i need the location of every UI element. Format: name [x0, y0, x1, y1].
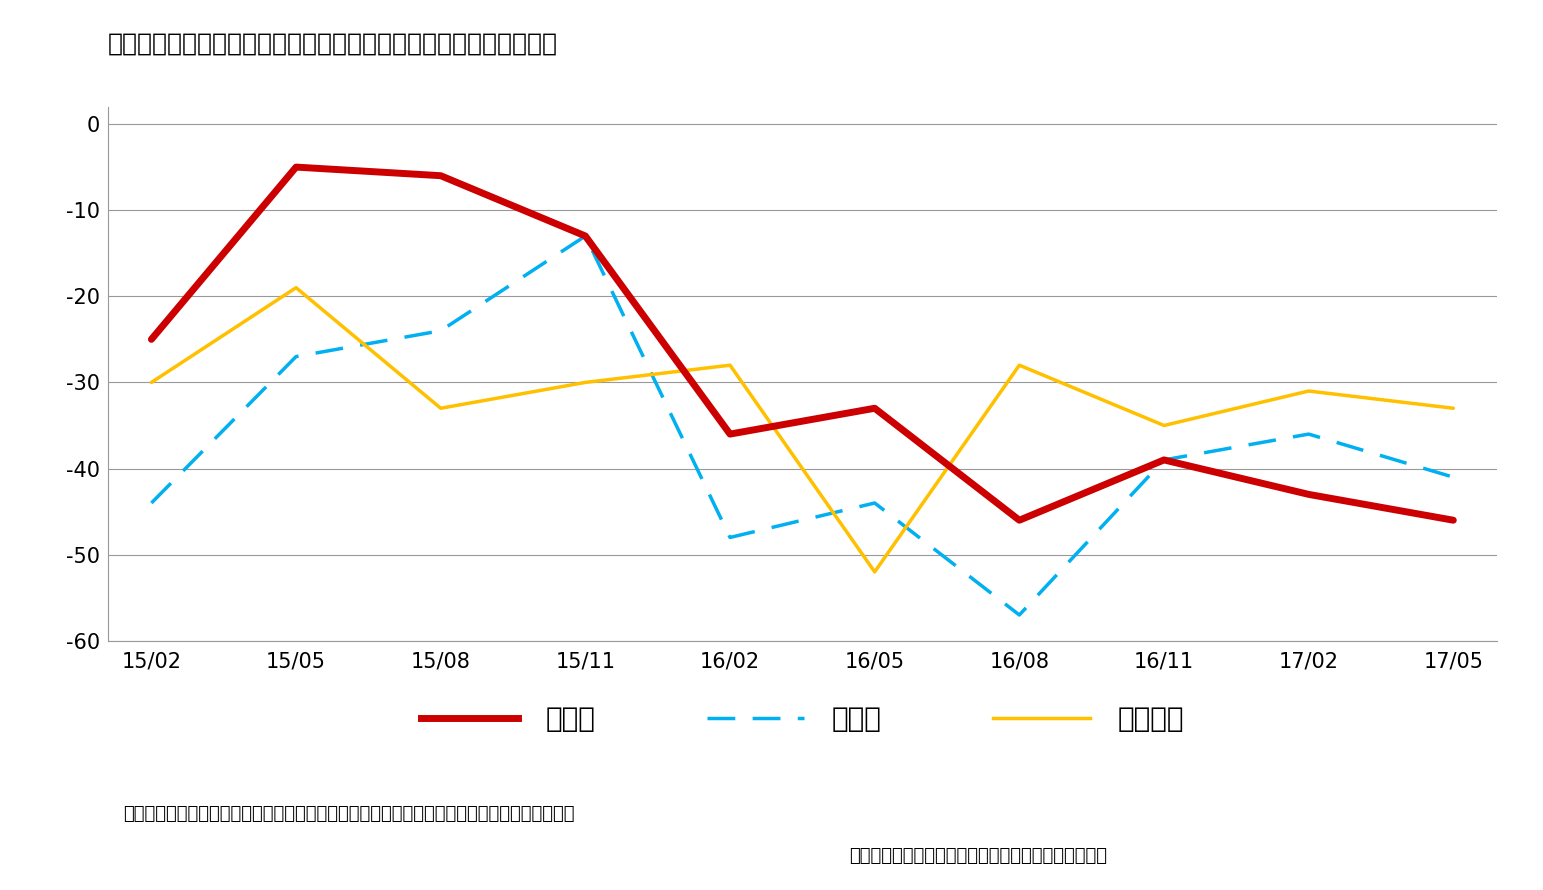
Text: 注）機能度（高い　－　低い）　注文量（多い　－　少ない）　取引頻度（増加　－　減少）: 注）機能度（高い － 低い） 注文量（多い － 少ない） 取引頻度（増加 － 減…: [123, 805, 576, 823]
Text: 図表　市場参加者による債券市場の機能度等に対する理解（ＤＩ）: 図表 市場参加者による債券市場の機能度等に対する理解（ＤＩ）: [108, 31, 559, 55]
Text: 出所：日本銀行「債券市場サーベイ」を基に筆者作成: 出所：日本銀行「債券市場サーベイ」を基に筆者作成: [849, 847, 1106, 865]
Legend: 機能度, 注文量, 取引頻度: 機能度, 注文量, 取引頻度: [409, 694, 1196, 744]
